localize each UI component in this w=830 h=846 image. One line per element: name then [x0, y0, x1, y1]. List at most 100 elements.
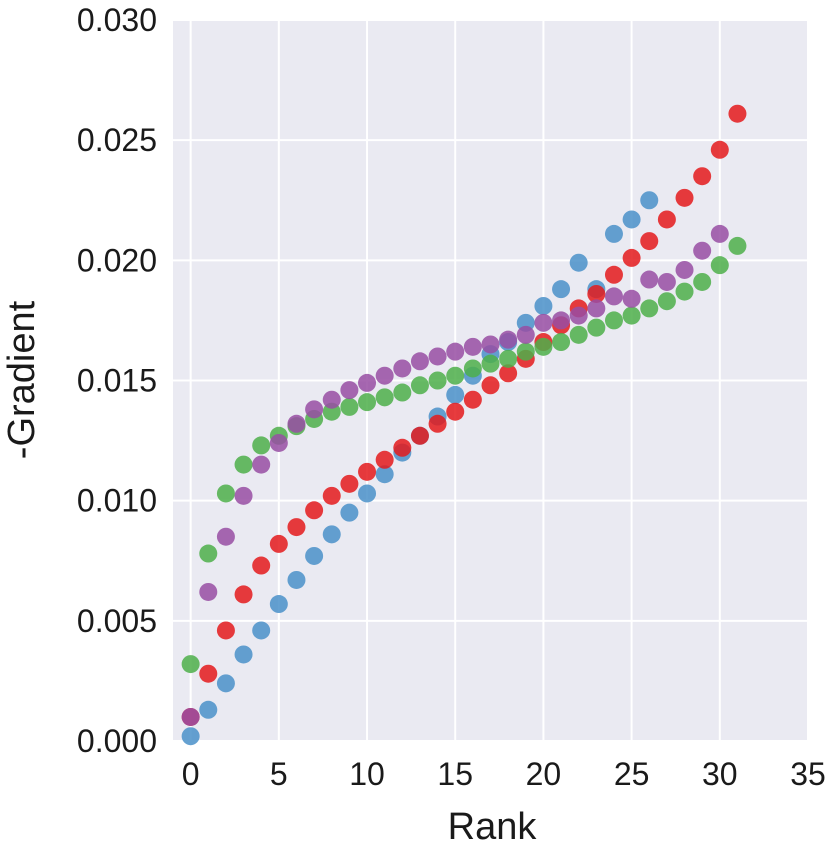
- data-point: [622, 306, 641, 325]
- data-point: [216, 484, 235, 503]
- data-point: [569, 325, 588, 344]
- data-point: [252, 455, 271, 474]
- data-point: [305, 400, 324, 419]
- data-point: [552, 333, 571, 352]
- data-point: [234, 645, 253, 664]
- data-point: [252, 556, 271, 575]
- data-point: [534, 296, 553, 315]
- data-point: [622, 289, 641, 308]
- y-tick-label: 0.030: [77, 2, 157, 38]
- data-point: [340, 474, 359, 493]
- data-point: [640, 299, 659, 318]
- data-point: [534, 313, 553, 332]
- data-point: [181, 707, 200, 726]
- data-point: [516, 325, 535, 344]
- data-point: [181, 727, 200, 746]
- x-axis-label: Rank: [448, 806, 538, 846]
- x-tick-label: 5: [270, 756, 288, 792]
- data-point: [693, 167, 712, 186]
- data-point: [587, 299, 606, 318]
- data-point: [234, 486, 253, 505]
- data-point: [216, 621, 235, 640]
- data-point: [305, 501, 324, 520]
- data-point: [569, 253, 588, 272]
- series-3-points: [181, 224, 729, 726]
- series-2-points: [181, 236, 747, 674]
- data-point: [481, 335, 500, 354]
- data-point: [552, 280, 571, 299]
- data-point: [710, 256, 729, 275]
- data-point: [657, 292, 676, 311]
- data-point: [375, 366, 394, 385]
- data-point: [305, 546, 324, 565]
- data-point: [587, 284, 606, 303]
- y-tick-label: 0.025: [77, 122, 157, 158]
- data-point: [287, 518, 306, 537]
- data-point: [728, 104, 747, 123]
- data-point: [622, 248, 641, 267]
- y-tick-label: 0.020: [77, 242, 157, 278]
- data-point: [604, 224, 623, 243]
- data-point: [252, 621, 271, 640]
- data-point: [463, 359, 482, 378]
- data-point: [710, 140, 729, 159]
- data-point: [499, 330, 518, 349]
- data-point: [463, 390, 482, 409]
- data-point: [446, 385, 465, 404]
- data-point: [446, 402, 465, 421]
- data-point: [446, 342, 465, 361]
- data-point: [358, 393, 377, 412]
- data-point: [340, 503, 359, 522]
- data-point: [375, 450, 394, 469]
- x-tick-label: 25: [614, 756, 650, 792]
- data-point: [199, 664, 218, 683]
- data-point: [358, 373, 377, 392]
- data-point: [252, 436, 271, 455]
- y-tick-label: 0.000: [77, 723, 157, 759]
- data-point: [269, 595, 288, 614]
- y-tick-label: 0.005: [77, 603, 157, 639]
- data-point: [499, 364, 518, 383]
- data-point: [463, 337, 482, 356]
- data-point: [728, 236, 747, 255]
- data-point: [534, 337, 553, 356]
- y-tick-label: 0.010: [77, 483, 157, 519]
- data-point: [410, 352, 429, 371]
- data-point: [322, 525, 341, 544]
- data-point: [569, 306, 588, 325]
- data-point: [640, 191, 659, 210]
- x-tick-label: 20: [526, 756, 562, 792]
- data-point: [393, 438, 412, 457]
- y-axis-label: -Gradient: [1, 300, 43, 459]
- data-point: [393, 383, 412, 402]
- data-point: [604, 287, 623, 306]
- data-point: [675, 260, 694, 279]
- data-point: [375, 465, 394, 484]
- data-point: [640, 270, 659, 289]
- x-tick-label: 10: [349, 756, 385, 792]
- data-point: [675, 188, 694, 207]
- data-point: [428, 347, 447, 366]
- data-point: [340, 397, 359, 416]
- data-point: [287, 570, 306, 589]
- data-point: [481, 376, 500, 395]
- data-point: [322, 390, 341, 409]
- data-point: [199, 582, 218, 601]
- data-point: [234, 585, 253, 604]
- data-point: [428, 371, 447, 390]
- y-tick-labels: 0.000 0.005 0.010 0.015 0.020 0.025 0.030: [77, 2, 157, 759]
- data-point: [358, 484, 377, 503]
- data-point: [216, 674, 235, 693]
- data-point: [657, 272, 676, 291]
- data-point: [481, 354, 500, 373]
- data-point: [675, 282, 694, 301]
- data-point: [199, 544, 218, 563]
- x-tick-label: 15: [437, 756, 473, 792]
- x-tick-labels: 0 5 10 15 20 25 30 35: [182, 756, 826, 792]
- data-point: [587, 318, 606, 337]
- data-points: [181, 104, 747, 746]
- data-point: [410, 376, 429, 395]
- data-point: [499, 349, 518, 368]
- x-tick-label: 0: [182, 756, 200, 792]
